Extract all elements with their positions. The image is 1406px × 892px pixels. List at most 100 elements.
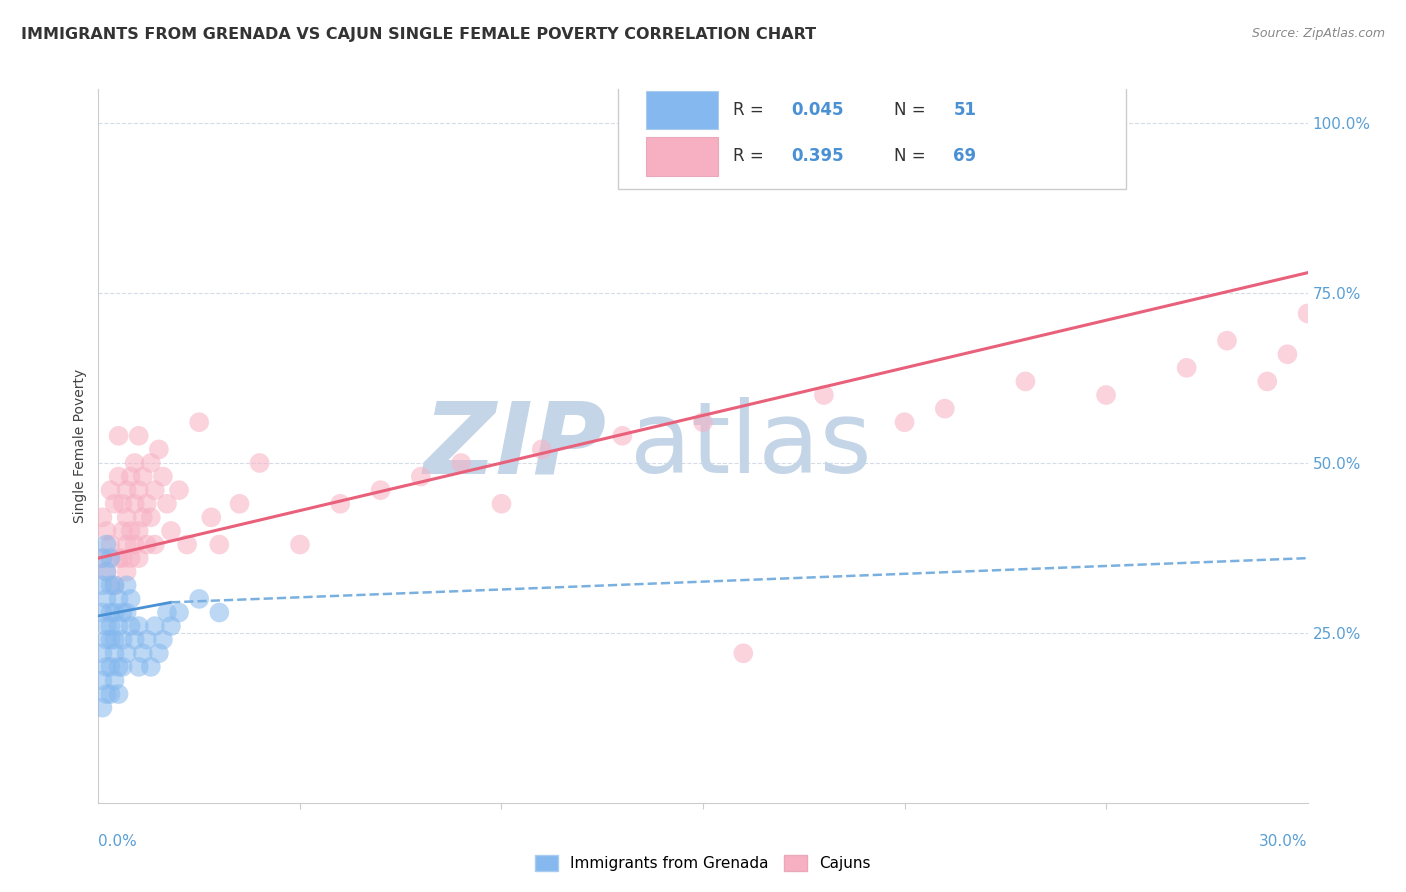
- Point: [132, 510, 155, 524]
- Point: [132, 469, 155, 483]
- Point: [91, 551, 114, 566]
- FancyBboxPatch shape: [619, 78, 1126, 189]
- Point: [135, 497, 157, 511]
- Point: [152, 469, 174, 483]
- Point: [103, 632, 125, 647]
- Point: [188, 591, 211, 606]
- Point: [115, 565, 138, 579]
- Point: [1014, 375, 1036, 389]
- Point: [91, 673, 114, 688]
- Point: [107, 687, 129, 701]
- Text: 30.0%: 30.0%: [1260, 834, 1308, 849]
- Text: ZIP: ZIP: [423, 398, 606, 494]
- Point: [120, 524, 142, 538]
- Point: [100, 578, 122, 592]
- Point: [100, 687, 122, 701]
- Point: [249, 456, 271, 470]
- Point: [111, 606, 134, 620]
- Point: [100, 632, 122, 647]
- Point: [450, 456, 472, 470]
- Point: [115, 537, 138, 551]
- Point: [288, 537, 311, 551]
- Point: [103, 578, 125, 592]
- Point: [156, 606, 179, 620]
- Point: [329, 497, 352, 511]
- Point: [135, 632, 157, 647]
- Point: [91, 646, 114, 660]
- Point: [128, 619, 150, 633]
- Point: [100, 551, 122, 566]
- Point: [96, 660, 118, 674]
- Point: [893, 415, 915, 429]
- Point: [188, 415, 211, 429]
- Point: [111, 524, 134, 538]
- Point: [107, 429, 129, 443]
- Point: [111, 551, 134, 566]
- Point: [96, 591, 118, 606]
- Point: [167, 606, 190, 620]
- Point: [120, 591, 142, 606]
- Point: [128, 551, 150, 566]
- Point: [160, 619, 183, 633]
- Text: N =: N =: [894, 101, 931, 120]
- Point: [115, 578, 138, 592]
- Point: [491, 497, 513, 511]
- Point: [96, 565, 118, 579]
- Point: [100, 619, 122, 633]
- Text: N =: N =: [894, 147, 931, 165]
- Point: [96, 537, 118, 551]
- Point: [135, 537, 157, 551]
- Point: [115, 606, 138, 620]
- Point: [208, 606, 231, 620]
- Point: [128, 660, 150, 674]
- Point: [1296, 306, 1319, 320]
- Point: [107, 551, 129, 566]
- Point: [124, 537, 146, 551]
- Point: [200, 510, 222, 524]
- Point: [124, 497, 146, 511]
- Point: [143, 483, 166, 498]
- Point: [1316, 320, 1339, 334]
- Text: 69: 69: [953, 147, 976, 165]
- Point: [103, 673, 125, 688]
- Point: [111, 632, 134, 647]
- Point: [176, 537, 198, 551]
- Point: [139, 660, 162, 674]
- Point: [148, 442, 170, 457]
- Point: [139, 456, 162, 470]
- Point: [530, 442, 553, 457]
- Point: [115, 483, 138, 498]
- Text: R =: R =: [734, 101, 769, 120]
- Point: [228, 497, 250, 511]
- Point: [167, 483, 190, 498]
- Point: [128, 483, 150, 498]
- FancyBboxPatch shape: [647, 137, 717, 176]
- FancyBboxPatch shape: [647, 91, 717, 129]
- Text: atlas: atlas: [630, 398, 872, 494]
- Point: [1095, 388, 1118, 402]
- Text: R =: R =: [734, 147, 769, 165]
- Point: [91, 700, 114, 714]
- Point: [96, 687, 118, 701]
- Point: [612, 429, 634, 443]
- Point: [91, 606, 114, 620]
- Point: [124, 456, 146, 470]
- Point: [692, 415, 714, 429]
- Point: [120, 619, 142, 633]
- Point: [107, 619, 129, 633]
- Point: [813, 388, 835, 402]
- Point: [91, 551, 114, 566]
- Point: [148, 646, 170, 660]
- Point: [128, 429, 150, 443]
- Legend: Immigrants from Grenada, Cajuns: Immigrants from Grenada, Cajuns: [529, 849, 877, 877]
- Point: [115, 646, 138, 660]
- Text: 51: 51: [953, 101, 976, 120]
- Point: [143, 619, 166, 633]
- Point: [100, 483, 122, 498]
- Point: [733, 646, 755, 660]
- Point: [1256, 375, 1278, 389]
- Point: [96, 632, 118, 647]
- Text: 0.045: 0.045: [792, 101, 844, 120]
- Text: 0.395: 0.395: [792, 147, 844, 165]
- Point: [91, 510, 114, 524]
